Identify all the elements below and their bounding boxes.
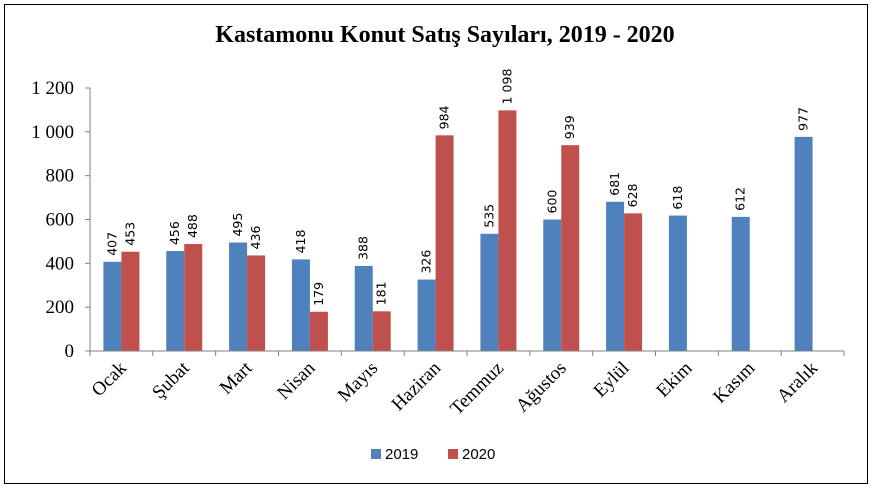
data-label: 407 <box>104 232 119 256</box>
data-label: 618 <box>670 186 685 210</box>
bar-2019-Aralık <box>794 136 813 351</box>
data-label: 600 <box>544 190 559 214</box>
category-label: Nisan <box>273 357 320 404</box>
y-tick-label: 400 <box>46 253 75 274</box>
category-label: Aralık <box>773 357 823 407</box>
legend-swatch-2019 <box>371 449 381 459</box>
data-label: 418 <box>293 229 308 253</box>
data-label: 456 <box>167 221 182 245</box>
bar-2020-Mayıs <box>372 311 391 351</box>
data-label: 453 <box>122 222 137 246</box>
bar-2019-Nisan <box>291 259 310 351</box>
bar-2019-Temmuz <box>480 233 499 351</box>
data-label: 181 <box>374 281 389 305</box>
bar-2019-Eylül <box>606 201 625 351</box>
y-tick-label: 800 <box>46 166 75 187</box>
bar-2019-Mart <box>229 242 248 351</box>
bar-2020-Eylül <box>624 213 643 351</box>
data-label: 495 <box>230 213 245 237</box>
legend-label: 2019 <box>385 446 418 463</box>
data-label: 535 <box>481 204 496 228</box>
bar-2020-Temmuz <box>498 110 517 351</box>
y-tick-label: 0 <box>65 341 75 362</box>
category-label: Şubat <box>148 357 194 403</box>
x-axis-categories: Ocak Şubat Mart Nisan Mayıs Haziran Temmuz Ağus… <box>88 357 823 419</box>
data-label: 681 <box>607 172 622 196</box>
data-label: 984 <box>437 105 452 129</box>
bar-2019-Mayıs <box>354 265 373 351</box>
data-label: 1 098 <box>499 69 514 105</box>
data-label: 977 <box>796 107 811 131</box>
bar-2019-Kasım <box>731 216 750 351</box>
y-axis-ticks: 0 200 400 600 800 1 000 1 200 <box>31 78 90 362</box>
bar-2019-Ocak <box>103 261 122 351</box>
bar-2019-Ekim <box>668 215 687 351</box>
bar-2020-Haziran <box>435 135 454 351</box>
y-tick-label: 200 <box>46 297 75 318</box>
axes <box>89 88 845 356</box>
bar-2019-Ağustos <box>543 219 562 351</box>
data-label: 488 <box>185 214 200 238</box>
bar-2020-Mart <box>247 255 266 351</box>
chart-title: Kastamonu Konut Satış Sayıları, 2019 - 2… <box>215 22 674 48</box>
bars <box>103 110 813 351</box>
data-labels: 407 456 495 418 388 326 535 600 681 618 612 977 453 4… <box>104 69 810 306</box>
category-label: Temmuz <box>446 358 508 420</box>
data-label: 628 <box>625 183 640 207</box>
y-tick-label: 600 <box>46 210 75 231</box>
bar-2020-Ocak <box>121 251 140 351</box>
category-label: Eylül <box>590 358 634 402</box>
data-label: 612 <box>733 187 748 211</box>
data-label: 326 <box>419 250 434 274</box>
category-label: Mayıs <box>334 358 382 406</box>
category-label: Haziran <box>388 357 446 415</box>
legend-swatch-2020 <box>448 449 458 459</box>
category-label: Ocak <box>88 357 132 401</box>
data-label: 388 <box>356 236 371 260</box>
data-label: 436 <box>248 226 263 250</box>
legend: 2019 2020 <box>371 446 495 463</box>
bar-2020-Nisan <box>309 311 328 351</box>
legend-label: 2020 <box>462 446 495 463</box>
bar-2020-Şubat <box>184 244 203 351</box>
bar-2019-Haziran <box>417 279 436 351</box>
bar-2019-Şubat <box>166 251 185 351</box>
data-label: 179 <box>311 282 326 306</box>
category-label: Kasım <box>709 358 759 408</box>
category-label: Ağustos <box>512 358 571 417</box>
y-tick-label: 1 200 <box>31 78 74 99</box>
category-label: Mart <box>216 357 257 398</box>
bar-2020-Ağustos <box>561 145 580 351</box>
data-label: 939 <box>562 115 577 139</box>
y-tick-label: 1 000 <box>31 122 74 143</box>
category-label: Ekim <box>652 358 696 402</box>
